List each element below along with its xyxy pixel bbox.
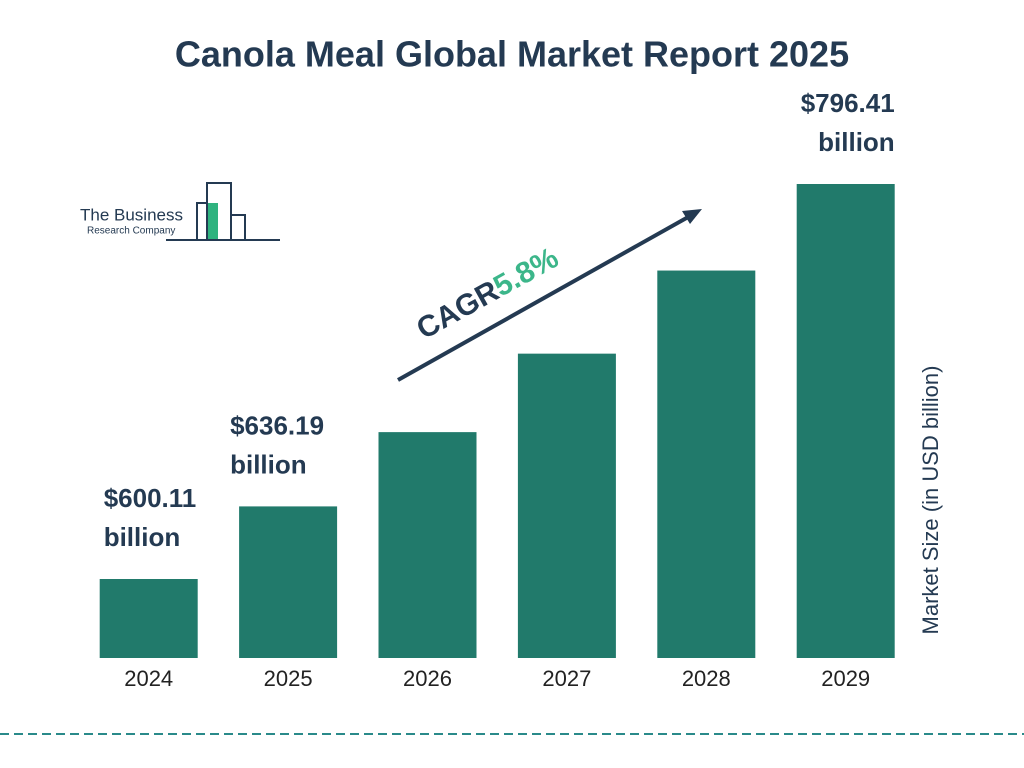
bar [657,270,756,658]
x-tick-label: 2024 [124,666,173,691]
cagr-label: CAGR [411,274,505,346]
y-axis-label: Market Size (in USD billion) [918,366,943,635]
cagr-arrowhead [682,209,702,224]
x-tick-label: 2029 [821,666,870,691]
x-tick-label: 2027 [542,666,591,691]
value-label: $796.41 billion [801,88,895,157]
logo-text: Research Company [87,226,175,237]
logo-shape [230,214,246,241]
logo: The Business Research Company [80,182,280,241]
logo-shape [196,202,208,241]
value-label: $600.11 billion [104,483,197,552]
bar [378,432,477,658]
x-tick-label: 2025 [264,666,313,691]
chart-title: Canola Meal Global Market Report 2025 [175,34,849,75]
bar [796,184,895,658]
bar [239,506,338,658]
value-label: $636.19 billion [230,410,324,479]
logo-shape [208,203,218,240]
bar [517,353,616,658]
x-tick-label: 2026 [403,666,452,691]
x-tick-label: 2028 [682,666,731,691]
logo-text: The Business [80,205,183,224]
bar [99,579,198,658]
cagr-arrow [397,214,691,382]
